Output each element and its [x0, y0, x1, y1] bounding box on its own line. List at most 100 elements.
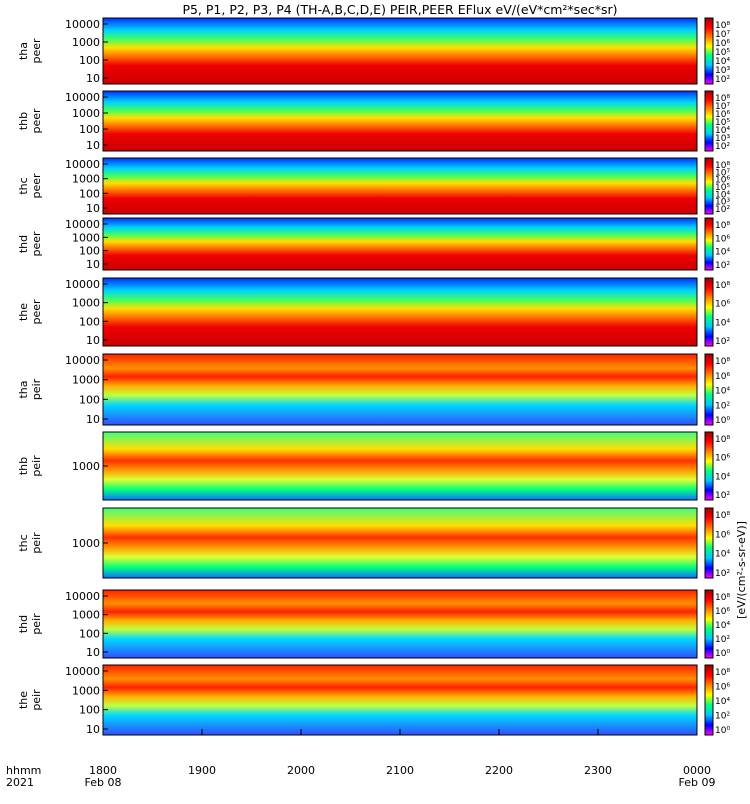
figure-title: P5, P1, P2, P3, P4 (TH-A,B,C,D,E) PEIR,P…	[182, 2, 617, 17]
colorbar-thd-peir	[704, 589, 714, 659]
panel-the-peer: 10000 1000 100 10 the peer 10⁸ 10⁶ 10⁴ 10²	[17, 277, 730, 347]
x-tick-date-label: Feb 09	[679, 776, 716, 789]
colorbar-tick-label: 10⁴	[715, 472, 730, 482]
panel-frame	[102, 353, 698, 426]
y-tick-label: 1000	[72, 537, 100, 550]
colorbar-thc-peer	[704, 157, 714, 215]
y-tick-label: 100	[79, 54, 100, 67]
colorbar-tick-label: 10⁷	[715, 30, 730, 40]
panel-species-label: peer	[30, 108, 43, 134]
spectrogram-thb-peer	[103, 91, 697, 151]
panel-probe-label: thb	[17, 457, 30, 475]
y-tick-label: 1000	[72, 173, 100, 186]
colorbar-tick-label: 10⁸	[715, 668, 730, 678]
panel-frame	[102, 589, 698, 659]
colorbar-tick-label: 10⁸	[715, 511, 730, 521]
panel-species-label: peir	[30, 689, 43, 711]
y-tick-label: 10	[86, 258, 100, 271]
y-tick-label: 10000	[65, 18, 100, 31]
panel-thb-peir: 1000 thb peir 10⁸ 10⁶ 10⁴ 10²	[17, 431, 730, 501]
colorbar-tick-label: 10⁵	[715, 183, 730, 193]
colorbar-tick-label: 10⁸	[715, 94, 730, 104]
y-tick-label: 1000	[72, 460, 100, 473]
colorbar-tick-label: 10⁸	[715, 21, 730, 31]
colorbar-thb-peer	[704, 90, 714, 152]
panel-probe-label: thd	[17, 615, 30, 633]
colorbar-tick-label: 10⁸	[715, 221, 730, 231]
y-tick-label: 10	[86, 646, 100, 659]
panel-frame	[102, 277, 698, 347]
y-tick-label: 10000	[65, 158, 100, 171]
colorbar-tick-label: 10⁸	[715, 593, 730, 603]
x-tick-label: 2000	[287, 764, 315, 777]
colorbar-tick-label: 10⁶	[715, 39, 730, 49]
colorbar-tick-label: 10⁴	[715, 697, 730, 707]
spectrogram-tha-peer	[103, 18, 697, 84]
panel-probe-label: the	[17, 303, 30, 321]
colorbar-tick-label: 10²	[715, 569, 730, 579]
panel-species-label: peer	[30, 231, 43, 257]
colorbar-tick-label: 10⁶	[715, 234, 730, 244]
y-tick-label: 10000	[65, 218, 100, 231]
colorbar-tick-label: 10²	[715, 337, 730, 347]
panel-frame	[102, 157, 698, 215]
colorbar-tick-label: 10⁵	[715, 48, 730, 58]
y-tick-label: 10000	[65, 354, 100, 367]
colorbar-tick-label: 10⁰	[715, 726, 730, 736]
panel-species-label: peir	[30, 532, 43, 554]
panel-thd-peir: 10000 1000 100 10 thd peir 10⁸ 10⁶ 10⁴ 10² 10⁰	[17, 589, 730, 659]
y-tick-label: 1000	[72, 297, 100, 310]
spectrogram-thd-peir	[103, 590, 697, 658]
y-tick-label: 10	[86, 139, 100, 152]
colorbar-tick-label: 10²	[715, 261, 730, 271]
colorbar-tick-label: 10⁷	[715, 168, 730, 178]
y-tick-label: 1000	[72, 609, 100, 622]
colorbar-tick-label: 10⁸	[715, 357, 730, 367]
colorbar-tick-label: 10⁸	[715, 161, 730, 171]
x-tick-label: 1900	[188, 764, 216, 777]
colorbar-tick-label: 10²	[715, 75, 730, 85]
colorbar-tick-label: 10⁶	[715, 454, 730, 464]
panel-probe-label: thc	[17, 177, 30, 194]
panel-thc-peir: 1000 thc peir 10⁸ 10⁶ 10⁴ 10²	[17, 507, 730, 579]
colorbar-tick-label: 10⁰	[715, 416, 730, 426]
panel-species-label: peer	[30, 299, 43, 325]
x-tick-date-label: Feb 08	[85, 776, 122, 789]
colorbar-tick-label: 10⁸	[715, 281, 730, 291]
panel-species-label: peir	[30, 455, 43, 477]
colorbar-tick-label: 10³	[715, 66, 730, 76]
colorbar-tick-label: 10⁶	[715, 110, 730, 120]
colorbar-the-peir	[704, 664, 714, 736]
colorbar-tick-label: 10⁶	[715, 683, 730, 693]
panel-probe-label: thc	[17, 534, 30, 551]
panel-probe-label: the	[17, 691, 30, 709]
y-tick-label: 1000	[72, 231, 100, 244]
colorbar-tick-label: 10²	[715, 142, 730, 152]
y-tick-label: 1000	[72, 36, 100, 49]
panel-frame	[102, 90, 698, 152]
colorbar-tick-label: 10⁶	[715, 530, 730, 540]
y-tick-label: 10000	[65, 590, 100, 603]
y-tick-label: 100	[79, 245, 100, 258]
y-tick-label: 10000	[65, 91, 100, 104]
y-tick-label: 10	[86, 202, 100, 215]
panel-frame	[102, 17, 698, 85]
colorbar-tick-label: 10⁴	[715, 190, 730, 200]
y-tick-label: 1000	[72, 374, 100, 387]
colorbar-tick-label: 10²	[715, 205, 730, 215]
colorbar-tick-label: 10⁷	[715, 102, 730, 112]
y-tick-label: 10	[86, 334, 100, 347]
panel-probe-label: thb	[17, 112, 30, 130]
colorbar-tick-label: 10²	[715, 401, 730, 411]
colorbar-tick-label: 10²	[715, 712, 730, 722]
spectrogram-the-peir	[103, 665, 697, 735]
colorbar-tick-label: 10⁶	[715, 372, 730, 382]
colorbar-tick-label: 10⁴	[715, 318, 730, 328]
spectrogram-thc-peir	[103, 508, 697, 578]
panel-probe-label: tha	[17, 42, 30, 60]
colorbar-tick-label: 10³	[715, 198, 730, 208]
colorbar-thb-peir	[704, 431, 714, 501]
y-tick-label: 1000	[72, 107, 100, 120]
